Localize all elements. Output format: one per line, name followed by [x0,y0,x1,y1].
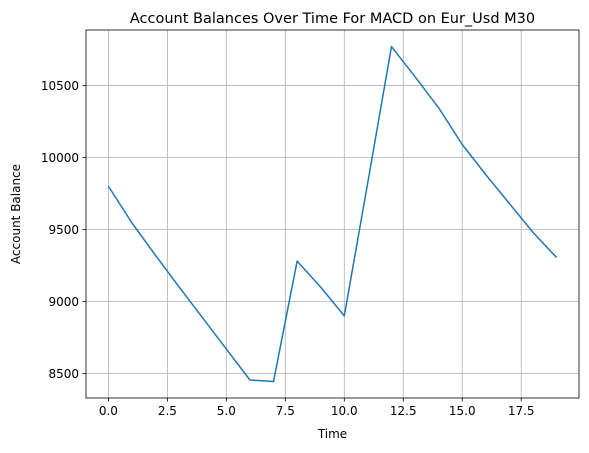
chart-title: Account Balances Over Time For MACD on E… [130,11,535,27]
x-tick-label: 15.0 [449,404,476,418]
y-tick-label: 9000 [48,295,79,309]
y-tick-label: 10500 [41,79,79,93]
y-axis-label: Account Balance [9,164,23,264]
x-tick-label: 0.0 [99,404,118,418]
x-tick-label: 7.5 [276,404,295,418]
x-tick-label: 10.0 [331,404,358,418]
y-tick-label: 10000 [41,151,79,165]
series-line-group [107,45,558,383]
series-line [107,45,558,383]
x-tick-label: 5.0 [217,404,236,418]
x-axis-label: Time [317,427,347,441]
grid [86,30,579,398]
y-tick-label: 9500 [48,223,79,237]
plot-frame [85,29,580,399]
x-tick-label: 2.5 [158,404,177,418]
x-tick-label: 17.5 [508,404,535,418]
axis-ticks: 0.0 2.5 5.0 7.5 10.0 12.5 15.0 17.5 8500 9000 9500… [41,79,535,418]
y-tick-label: 8500 [48,367,79,381]
x-tick-label: 12.5 [390,404,417,418]
